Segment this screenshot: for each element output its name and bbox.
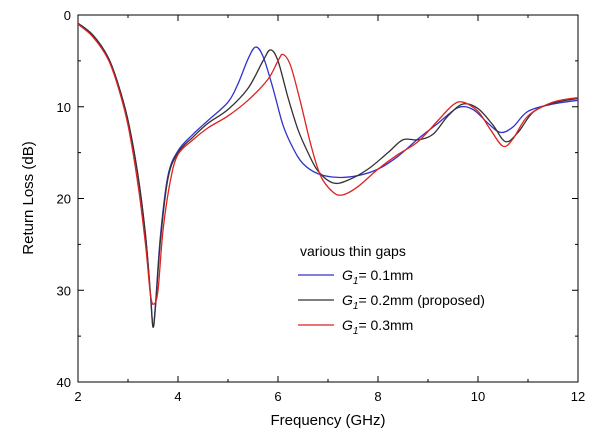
x-tick-label: 6 — [274, 389, 281, 404]
legend-label-2: G1= 0.2mm (proposed) — [342, 292, 485, 312]
y-tick-label: 30 — [57, 283, 71, 298]
x-axis-ticks: 2 4 6 8 10 12 — [74, 15, 585, 404]
series-line-2 — [78, 22, 578, 328]
legend: various thin gaps G1= 0.1mm G1= 0.2mm (pr… — [298, 243, 485, 337]
y-tick-label: 10 — [57, 100, 71, 115]
series-line-1 — [78, 22, 578, 328]
legend-items: G1= 0.1mm G1= 0.2mm (proposed) G1= 0.3mm — [298, 267, 485, 337]
x-tick-label: 2 — [74, 389, 81, 404]
series-line-3 — [78, 23, 578, 305]
legend-label-1: G1= 0.1mm — [342, 267, 413, 287]
y-axis-ticks: 0 10 20 30 40 — [57, 8, 578, 390]
y-tick-label: 40 — [57, 375, 71, 390]
x-tick-label: 12 — [571, 389, 585, 404]
y-tick-label: 20 — [57, 192, 71, 207]
x-tick-label: 8 — [374, 389, 381, 404]
x-axis-title: Frequency (GHz) — [270, 412, 385, 429]
x-tick-label: 10 — [471, 389, 485, 404]
legend-title: various thin gaps — [300, 243, 406, 259]
series-layer — [78, 22, 578, 328]
y-axis-title: Return Loss (dB) — [20, 141, 37, 254]
y-tick-label: 0 — [64, 8, 71, 23]
x-tick-label: 4 — [174, 389, 181, 404]
legend-label-3: G1= 0.3mm — [342, 317, 413, 337]
